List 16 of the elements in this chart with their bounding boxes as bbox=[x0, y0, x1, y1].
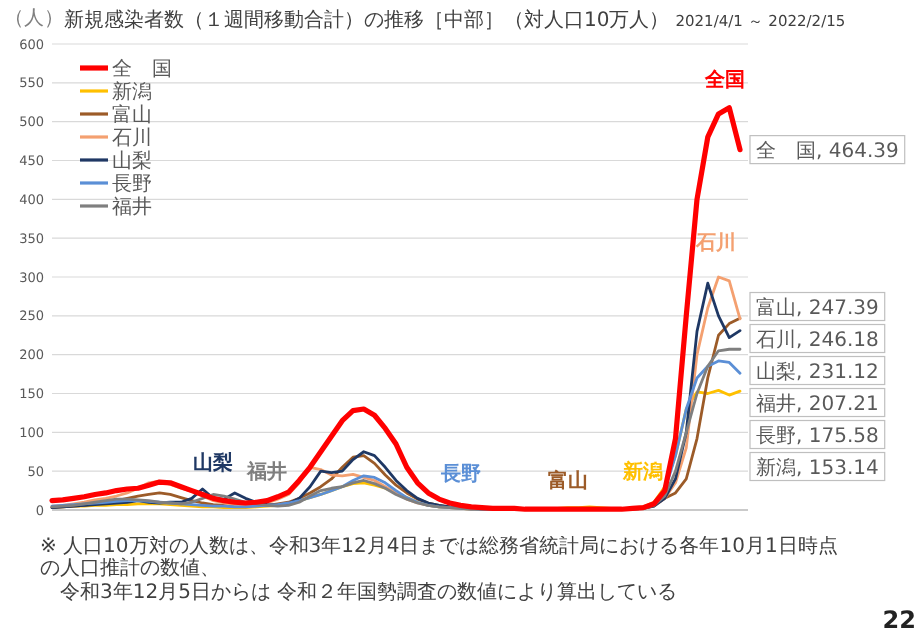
text: 22 bbox=[882, 606, 916, 634]
annotation: 全国 bbox=[702, 67, 745, 92]
annotation: 福井 bbox=[245, 460, 287, 485]
legend-label: 石川 bbox=[112, 126, 152, 150]
legend-label: 山梨 bbox=[112, 149, 152, 173]
annotation: 新潟 bbox=[621, 460, 664, 485]
annotation: 長野 bbox=[438, 461, 481, 486]
annotation: 山梨 bbox=[193, 450, 234, 475]
annotation: 富山 bbox=[548, 468, 588, 493]
legend-label: 新潟 bbox=[112, 80, 152, 104]
legend-label: 富山 bbox=[112, 103, 152, 127]
annotation: 石川 bbox=[694, 231, 737, 256]
legend-label: 全 国 bbox=[112, 57, 172, 81]
y-axis-title: （人） bbox=[4, 8, 64, 30]
legend-label: 長野 bbox=[112, 174, 152, 196]
legend-label: 福井 bbox=[112, 195, 152, 219]
